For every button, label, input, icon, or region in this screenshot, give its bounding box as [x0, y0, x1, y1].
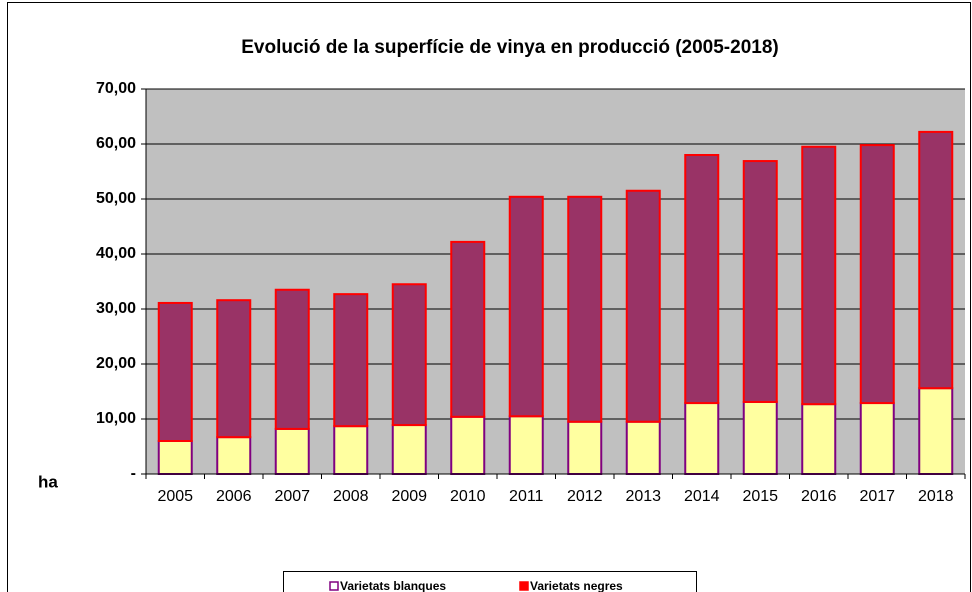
y-tick-label: 30,00	[96, 300, 136, 317]
y-tick-label: -	[131, 465, 136, 482]
bar-segment	[157, 301, 193, 443]
bar-segment	[684, 154, 720, 405]
plot-area	[146, 89, 965, 474]
x-tick-label: 2007	[274, 488, 310, 505]
bar-segment	[742, 160, 778, 403]
bar-segment	[450, 415, 486, 475]
legend-marker	[329, 581, 339, 591]
x-tick-label: 2016	[801, 488, 837, 505]
bar-segment	[333, 293, 369, 428]
legend-label: Varietats negres	[530, 579, 623, 592]
bar-segment	[859, 402, 895, 475]
x-tick-label: 2017	[859, 488, 895, 505]
bar-segment	[625, 420, 661, 475]
y-tick-label: 60,00	[96, 135, 136, 152]
bar-segment	[157, 440, 193, 475]
chart-title: Evolució de la superfície de vinya en pr…	[241, 37, 778, 58]
x-tick-label: 2010	[450, 488, 486, 505]
bar-segment	[333, 425, 369, 475]
x-tick-label: 2015	[742, 488, 778, 505]
bar-segment	[684, 402, 720, 475]
y-tick-label: 70,00	[96, 80, 136, 97]
bar-segment	[391, 283, 427, 427]
y-tick-label: 50,00	[96, 190, 136, 207]
bar-segment	[508, 415, 544, 475]
bar-segment	[625, 189, 661, 423]
x-tick-label: 2008	[333, 488, 369, 505]
bar-segment	[391, 424, 427, 475]
x-tick-label: 2018	[918, 488, 954, 505]
bar-segment	[859, 144, 895, 405]
legend-box	[283, 571, 697, 592]
bar-segment	[567, 195, 603, 423]
x-tick-label: 2012	[567, 488, 603, 505]
bar-segment	[508, 195, 544, 418]
bar-segment	[216, 299, 252, 439]
bar-segment	[918, 130, 954, 390]
bar-segment	[274, 427, 310, 475]
x-tick-label: 2014	[684, 488, 720, 505]
y-tick-label: 40,00	[96, 245, 136, 262]
bar-segment	[567, 420, 603, 475]
bar-segment	[801, 403, 837, 475]
legend-marker	[519, 581, 529, 591]
bar-segment	[274, 288, 310, 430]
x-tick-label: 2013	[625, 488, 661, 505]
bar-segment	[918, 387, 954, 476]
x-tick-label: 2005	[157, 488, 193, 505]
y-axis-label: ha	[38, 472, 58, 491]
bar-segment	[450, 240, 486, 418]
y-tick-label: 10,00	[96, 410, 136, 427]
bar-segment	[742, 400, 778, 476]
bar-segment	[216, 436, 252, 475]
y-tick-label: 20,00	[96, 355, 136, 372]
bar-segment	[801, 145, 837, 406]
legend-label: Varietats blanques	[340, 579, 446, 592]
x-tick-label: 2006	[216, 488, 252, 505]
x-tick-label: 2009	[391, 488, 427, 505]
x-tick-label: 2011	[509, 488, 544, 505]
